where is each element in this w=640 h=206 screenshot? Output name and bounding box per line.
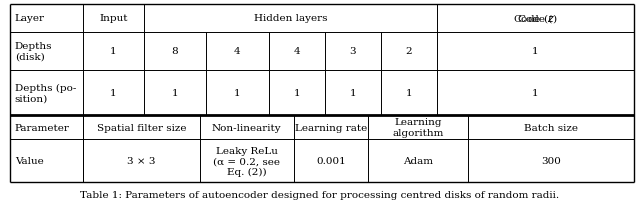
Text: 1: 1 [532,88,539,97]
Text: Spatial filter size: Spatial filter size [97,123,186,132]
Text: Depths (po-
sition): Depths (po- sition) [15,83,76,103]
Text: Parameter: Parameter [15,123,70,132]
Text: 1: 1 [406,88,412,97]
Text: 1: 1 [234,88,241,97]
Text: 1: 1 [532,47,539,56]
Text: Code (: Code ( [518,14,552,23]
Text: Learning rate: Learning rate [295,123,367,132]
Text: 3 × 3: 3 × 3 [127,157,156,166]
Text: Layer: Layer [15,14,45,23]
Text: 1: 1 [293,88,300,97]
Text: Value: Value [15,157,44,166]
Text: 1: 1 [349,88,356,97]
Text: Adam: Adam [403,157,433,166]
Text: 1: 1 [110,47,117,56]
Text: Input: Input [99,14,128,23]
Text: 3: 3 [349,47,356,56]
Text: Table 1: Parameters of autoencoder designed for processing centred disks of rand: Table 1: Parameters of autoencoder desig… [81,190,559,199]
Text: Leaky ReLu
(α = 0.2, see
Eq. (2)): Leaky ReLu (α = 0.2, see Eq. (2)) [213,146,280,176]
Text: 4: 4 [293,47,300,56]
Text: Depths
(disk): Depths (disk) [15,42,52,61]
Text: 1: 1 [110,88,117,97]
Text: Non-linearity: Non-linearity [212,123,282,132]
Text: 1: 1 [172,88,179,97]
Text: Batch size: Batch size [524,123,578,132]
Text: Code ($z$): Code ($z$) [513,12,558,25]
Text: 2: 2 [406,47,412,56]
Text: 0.001: 0.001 [316,157,346,166]
Text: 4: 4 [234,47,241,56]
Text: 300: 300 [541,157,561,166]
Text: 8: 8 [172,47,179,56]
Text: Learning
algorithm: Learning algorithm [392,118,444,137]
Text: Hidden layers: Hidden layers [253,14,327,23]
